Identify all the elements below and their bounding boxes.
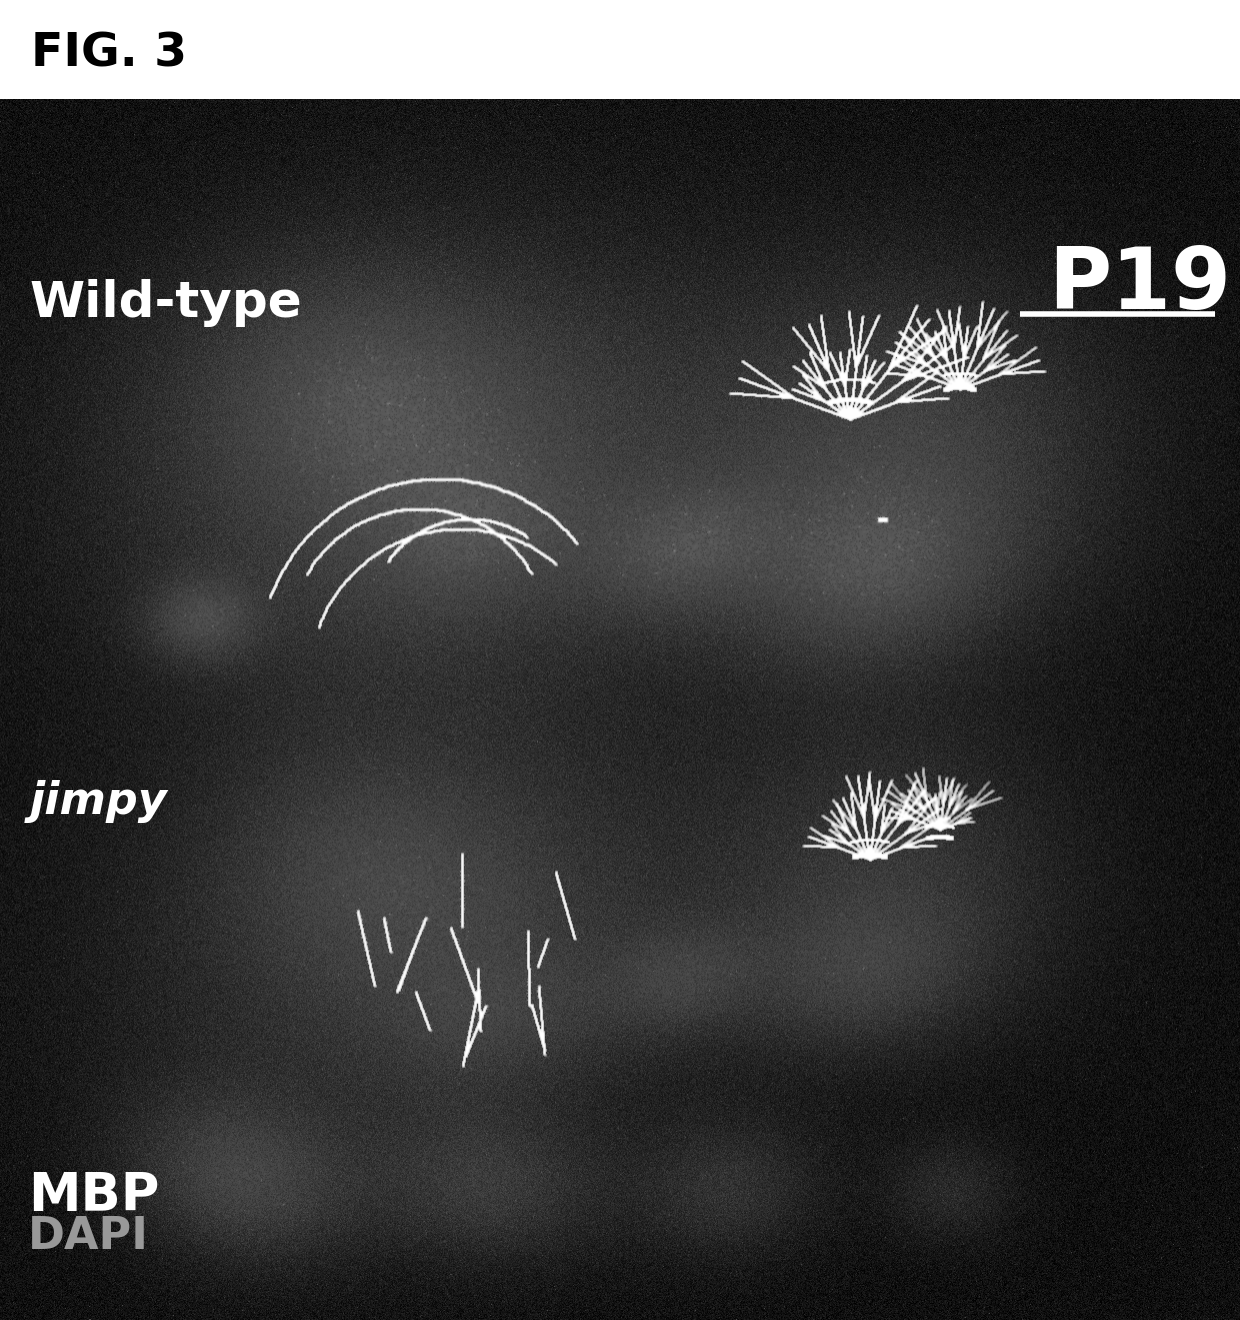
Text: DAPI: DAPI xyxy=(29,1214,149,1258)
Text: FIG. 3: FIG. 3 xyxy=(31,32,187,77)
Text: P19: P19 xyxy=(1049,244,1231,327)
Text: MBP: MBP xyxy=(29,1170,160,1222)
Text: Wild-type: Wild-type xyxy=(30,279,303,327)
Text: jimpy: jimpy xyxy=(30,780,167,822)
